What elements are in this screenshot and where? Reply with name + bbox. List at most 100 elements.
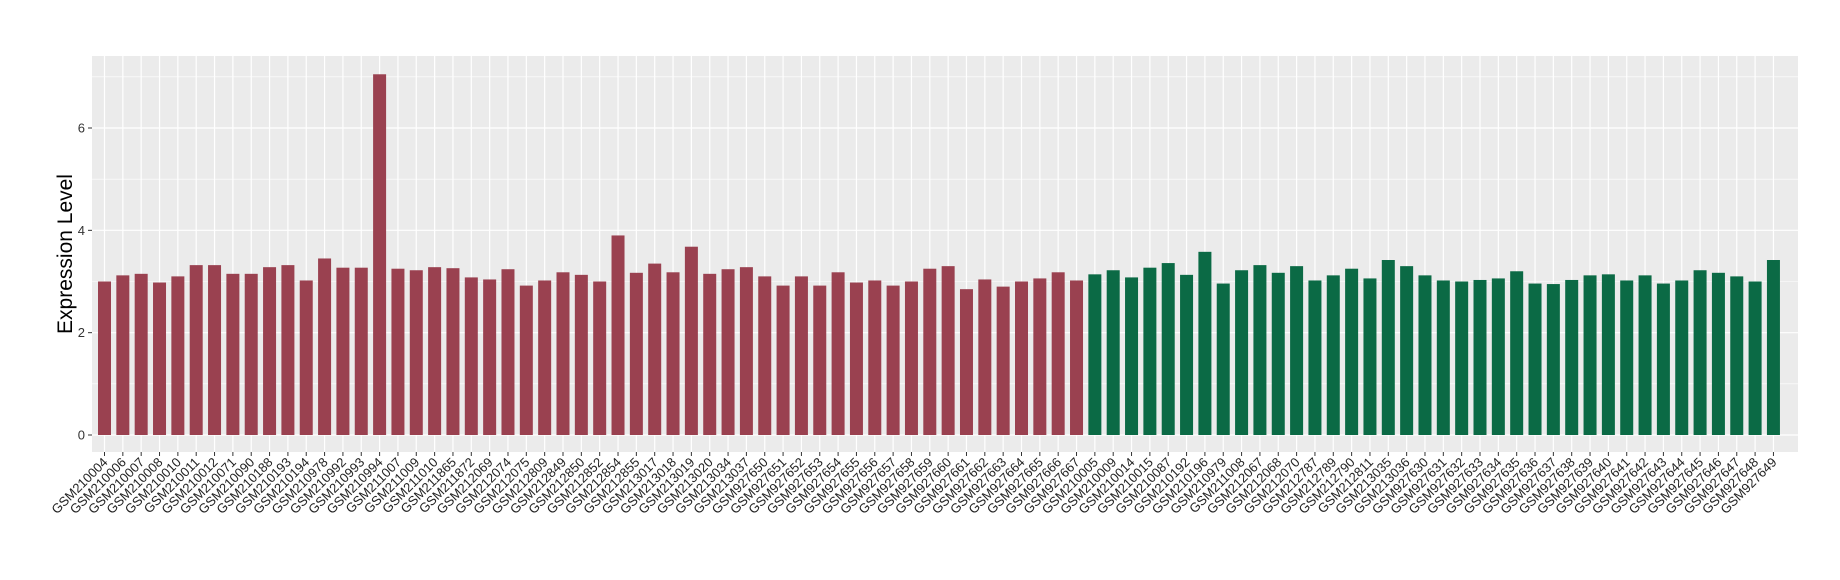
bar-GSM212809 (538, 280, 552, 435)
bar-GSM927657 (886, 285, 900, 435)
bar-GSM213017 (648, 263, 662, 435)
bar-GSM213035 (1381, 260, 1395, 435)
bar-GSM212854 (611, 235, 625, 435)
bar-GSM927643 (1656, 283, 1670, 435)
bar-GSM210006 (116, 275, 130, 435)
bar-GSM210010 (171, 276, 185, 435)
bar-GSM210011 (189, 265, 203, 435)
bar-GSM210090 (244, 273, 258, 435)
bar-GSM927651 (776, 285, 790, 435)
bar-GSM927633 (1473, 279, 1487, 435)
bar-GSM211009 (409, 270, 423, 435)
bar-GSM211008 (1235, 270, 1249, 435)
bar-GSM210071 (226, 273, 240, 435)
bar-GSM927634 (1491, 278, 1505, 435)
y-tick-label: 2 (78, 325, 85, 340)
bar-GSM210005 (1088, 274, 1102, 435)
bar-GSM927649 (1766, 260, 1780, 435)
bar-GSM210993 (354, 267, 368, 435)
bar-GSM210004 (98, 281, 111, 435)
bar-GSM212849 (556, 272, 570, 435)
bar-GSM927655 (849, 282, 863, 435)
bar-GSM213020 (703, 273, 717, 435)
bar-GSM212067 (1253, 265, 1267, 435)
bar-GSM212075 (519, 285, 533, 435)
bar-GSM211010 (428, 267, 442, 435)
bar-GSM927647 (1730, 276, 1744, 435)
bar-GSM927646 (1711, 272, 1725, 435)
bar-GSM927652 (794, 276, 808, 435)
bar-GSM211865 (446, 268, 460, 435)
bar-GSM210015 (1143, 267, 1157, 435)
y-axis: 0 2 4 6 (78, 121, 92, 443)
bar-GSM210992 (336, 267, 350, 435)
bar-GSM211872 (464, 277, 478, 435)
bar-GSM927659 (923, 268, 937, 435)
bar-GSM210978 (318, 258, 332, 435)
bar-GSM211007 (391, 268, 405, 435)
bar-GSM927665 (1033, 278, 1047, 435)
bar-GSM927660 (941, 266, 955, 435)
bar-GSM927632 (1455, 281, 1469, 435)
bar-GSM212790 (1345, 268, 1359, 435)
bar-GSM927645 (1693, 270, 1707, 435)
bar-GSM927653 (813, 285, 827, 435)
bar-GSM210008 (153, 282, 167, 435)
bar-GSM210007 (134, 273, 148, 435)
bar-GSM927630 (1418, 275, 1432, 435)
bar-GSM927635 (1510, 271, 1524, 435)
bar-GSM210194 (299, 280, 313, 435)
bar-GSM213036 (1400, 266, 1414, 435)
bar-GSM927642 (1638, 275, 1652, 435)
bar-GSM927636 (1528, 283, 1542, 435)
y-axis-title: Expression Level (54, 174, 77, 334)
bar-GSM213019 (684, 246, 698, 435)
bar-GSM927641 (1620, 280, 1634, 435)
bar-GSM212855 (629, 272, 643, 435)
bar-GSM927631 (1436, 280, 1450, 435)
bar-GSM210009 (1106, 270, 1120, 435)
bar-GSM210012 (208, 265, 222, 435)
bar-GSM927638 (1565, 279, 1579, 435)
bar-GSM927658 (904, 281, 918, 435)
bar-GSM212787 (1308, 280, 1322, 435)
bar-GSM927644 (1675, 280, 1689, 435)
bar-GSM927639 (1583, 275, 1597, 435)
bar-GSM210087 (1161, 263, 1175, 435)
bar-GSM213037 (739, 267, 753, 435)
bars (98, 74, 1780, 436)
bar-GSM213018 (666, 272, 680, 435)
bar-GSM927648 (1748, 281, 1762, 435)
bar-GSM210979 (1216, 283, 1230, 435)
bar-GSM927650 (758, 276, 772, 435)
bar-GSM212852 (593, 281, 607, 435)
bar-GSM927664 (1015, 281, 1028, 435)
bar-GSM212069 (483, 279, 497, 435)
bar-GSM927663 (996, 286, 1010, 435)
bar-GSM212789 (1326, 275, 1340, 435)
bar-GSM212070 (1290, 266, 1304, 435)
bar-GSM210014 (1125, 277, 1139, 435)
bar-GSM927666 (1051, 272, 1065, 435)
bar-GSM210192 (1180, 274, 1194, 435)
bar-GSM212068 (1271, 272, 1285, 435)
bar-GSM212074 (501, 269, 515, 435)
bar-GSM213034 (721, 269, 735, 435)
bar-GSM210193 (281, 265, 295, 435)
bar-GSM927656 (868, 280, 882, 435)
bar-GSM210994 (373, 74, 387, 436)
y-tick-label: 6 (78, 121, 85, 136)
bar-GSM210196 (1198, 251, 1212, 435)
bar-GSM927661 (959, 289, 973, 435)
bar-GSM927667 (1070, 280, 1084, 435)
bar-GSM927654 (831, 272, 845, 435)
bar-GSM927662 (978, 279, 992, 435)
bar-GSM212850 (574, 274, 588, 435)
x-axis: GSM210004GSM210006GSM210007GSM210008GSM2… (48, 452, 1780, 517)
y-tick-label: 0 (78, 428, 85, 443)
y-tick-label: 4 (78, 223, 85, 238)
bar-GSM927637 (1546, 284, 1560, 435)
bar-GSM927640 (1601, 274, 1615, 435)
bar-GSM212811 (1363, 278, 1377, 435)
